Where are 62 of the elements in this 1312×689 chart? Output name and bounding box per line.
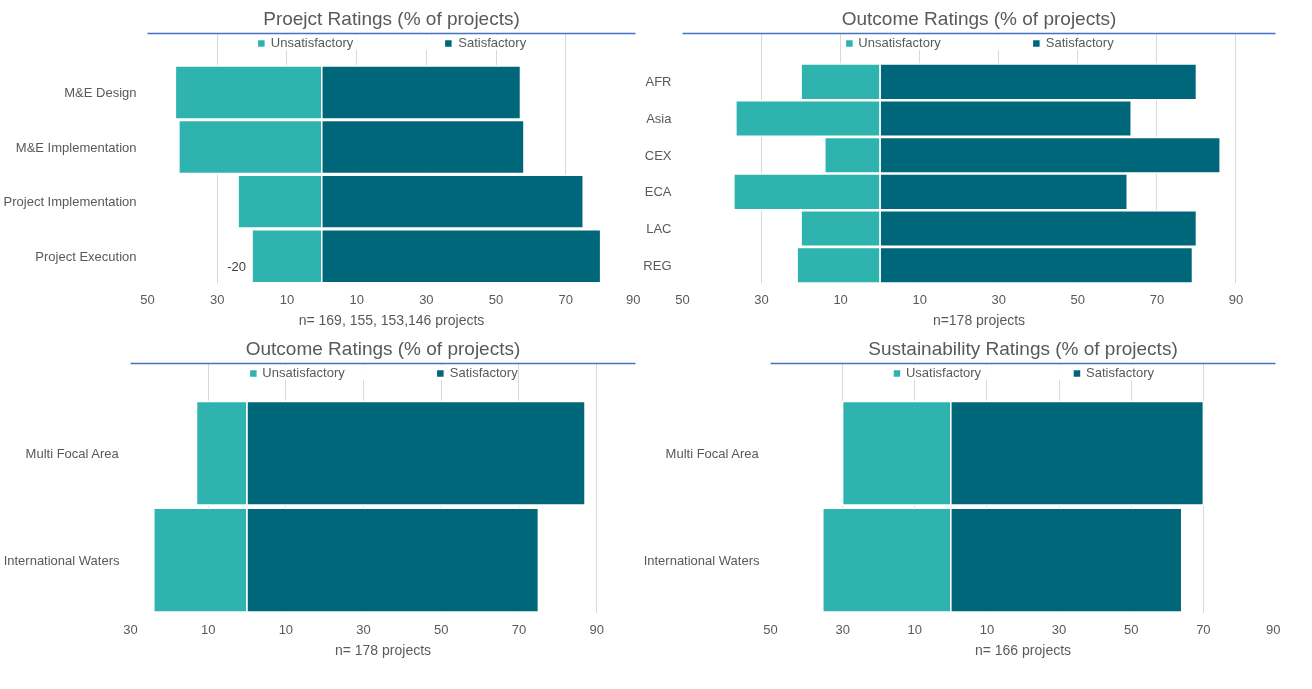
x-tick-label: 30 [991,291,1007,307]
y-tick-label: M&E Design [64,84,137,100]
y-tick-label: CEX [644,147,672,163]
x-tick-label: 30 [754,291,769,307]
x-tick-label: 90 [1266,621,1281,637]
x-axis-title: n= 166 projects [974,641,1072,658]
y-tick-label: International Waters [643,552,760,568]
x-tick-label: 10 [200,621,216,637]
x-tick-label: 30 [835,621,850,637]
x-tick-label: 10 [349,291,364,307]
legend-label: Unsatisfactory [262,365,345,380]
chart-title: Sustainability Ratings (% of projects) [868,337,1178,359]
x-tick-label: 70 [1149,291,1165,307]
x-tick-label: 50 [488,291,504,307]
x-axis-title: n=178 projects [932,311,1026,328]
legend-label: Usatisfactory [905,365,982,380]
x-tick-label: 90 [589,621,604,637]
x-axis-title: n= 178 projects [334,641,432,658]
x-tick-label: 30 [419,291,434,307]
x-tick-label: 10 [279,291,295,307]
x-tick-label: 30 [356,621,371,637]
y-tick-label: ECA [644,184,672,200]
x-tick-label: 90 [1228,291,1244,307]
legend-label: Unsatisfactory [858,35,941,50]
legend-label: Satisfactory [1086,365,1155,380]
x-tick-label: 10 [912,291,927,307]
x-tick-label: 10 [278,621,294,637]
x-tick-label: 10 [833,291,848,307]
y-tick-label: LAC [646,221,672,237]
x-tick-label: 10 [979,621,995,637]
y-tick-label: Multi Focal Area [25,445,120,461]
x-tick-label: 70 [1196,621,1211,637]
legend-label: Satisfactory [1045,35,1114,50]
y-tick-label: Project Implementation [3,194,137,210]
x-tick-label: 50 [1070,291,1086,307]
y-tick-label: International Waters [3,552,120,568]
y-tick-label: Asia [646,111,673,127]
x-tick-label: 30 [123,621,138,637]
x-tick-label: 50 [763,621,778,637]
x-tick-label: 10 [907,621,923,637]
x-tick-label: 50 [434,621,449,637]
chart-title: Outcome Ratings (% of projects) [841,7,1117,29]
x-axis-title: n= 169, 155, 153,146 projects [298,311,485,328]
x-tick-label: 50 [675,291,690,307]
y-tick-label: Project Execution [35,248,137,264]
annotation: -20 [227,258,247,274]
x-tick-label: 30 [209,291,225,307]
y-tick-label: M&E Implementation [15,139,137,155]
x-tick-label: 70 [558,291,574,307]
x-tick-label: 30 [1051,621,1067,637]
y-tick-label: REG [643,257,672,273]
chart-title: Outcome Ratings (% of projects) [245,337,521,359]
legend-label: Unsatisfactory [270,35,354,50]
legend-label: Satisfactory [449,365,518,380]
y-tick-label: AFR [645,74,672,90]
y-tick-label: Multi Focal Area [665,445,760,461]
x-tick-label: 50 [140,291,155,307]
legend-label: Satisfactory [458,35,527,50]
x-tick-label: 50 [1123,621,1139,637]
chart-title: Proejct Ratings (% of projects) [263,7,520,29]
x-tick-label: 90 [626,291,641,307]
x-tick-label: 70 [511,621,527,637]
